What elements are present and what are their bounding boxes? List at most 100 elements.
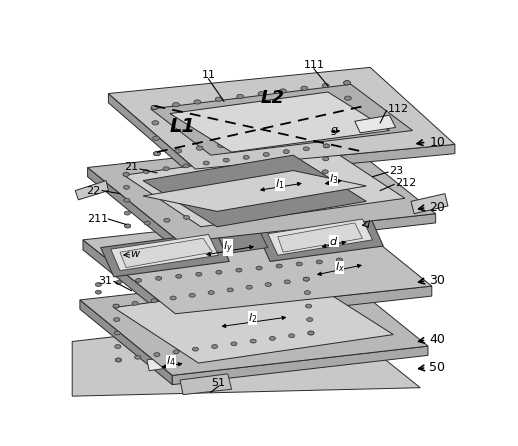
Text: L1: L1	[170, 117, 196, 136]
Polygon shape	[111, 235, 219, 271]
Ellipse shape	[173, 350, 179, 354]
Ellipse shape	[113, 304, 119, 308]
Polygon shape	[72, 312, 420, 396]
Ellipse shape	[237, 95, 243, 99]
Ellipse shape	[152, 121, 159, 125]
Polygon shape	[176, 286, 432, 325]
Ellipse shape	[263, 153, 269, 157]
Ellipse shape	[306, 304, 312, 308]
Ellipse shape	[203, 161, 209, 165]
Ellipse shape	[343, 81, 351, 85]
Polygon shape	[180, 374, 232, 395]
Ellipse shape	[303, 277, 309, 281]
Ellipse shape	[301, 86, 308, 91]
Ellipse shape	[336, 266, 342, 269]
Text: 212: 212	[396, 178, 417, 188]
Ellipse shape	[124, 198, 130, 202]
Ellipse shape	[208, 291, 214, 294]
Text: $\it{l}_2$: $\it{l}_2$	[248, 311, 257, 325]
Text: L2: L2	[261, 89, 284, 107]
Text: 22: 22	[87, 186, 100, 196]
Ellipse shape	[322, 83, 329, 87]
Text: $\it{l}_1$: $\it{l}_1$	[276, 178, 285, 191]
Text: $\it{l}_3$: $\it{l}_3$	[328, 172, 338, 186]
Ellipse shape	[321, 196, 327, 199]
Text: $\it{l}$: $\it{l}$	[366, 219, 371, 231]
Polygon shape	[216, 226, 268, 254]
Ellipse shape	[305, 291, 310, 294]
Ellipse shape	[316, 260, 322, 264]
Ellipse shape	[215, 97, 222, 101]
Polygon shape	[80, 272, 428, 376]
Text: $\it{g}$: $\it{g}$	[329, 124, 338, 136]
Ellipse shape	[280, 89, 286, 93]
Ellipse shape	[189, 293, 195, 297]
Ellipse shape	[143, 169, 149, 173]
Ellipse shape	[323, 144, 329, 148]
Text: 23: 23	[390, 165, 404, 176]
Text: $\it{l}_4$: $\it{l}_4$	[166, 355, 176, 368]
Polygon shape	[411, 194, 448, 214]
Ellipse shape	[308, 331, 314, 335]
Polygon shape	[75, 181, 108, 200]
Ellipse shape	[242, 207, 249, 211]
Ellipse shape	[218, 143, 224, 148]
Ellipse shape	[124, 224, 131, 228]
Ellipse shape	[153, 152, 161, 156]
Ellipse shape	[223, 158, 229, 162]
Ellipse shape	[231, 342, 237, 346]
Ellipse shape	[113, 318, 120, 322]
Text: 11: 11	[202, 70, 215, 80]
Text: 112: 112	[388, 104, 409, 114]
Ellipse shape	[95, 290, 102, 294]
Text: 50: 50	[429, 361, 445, 374]
Ellipse shape	[276, 264, 282, 268]
Text: 30: 30	[429, 274, 445, 287]
Ellipse shape	[303, 147, 309, 151]
Ellipse shape	[346, 127, 353, 131]
Ellipse shape	[192, 347, 198, 351]
Text: $\it{l}_x$: $\it{l}_x$	[335, 260, 344, 274]
Ellipse shape	[284, 280, 291, 284]
Ellipse shape	[154, 353, 160, 356]
Ellipse shape	[153, 152, 161, 156]
Ellipse shape	[321, 196, 327, 199]
Ellipse shape	[243, 155, 249, 159]
Ellipse shape	[151, 299, 157, 303]
Ellipse shape	[236, 268, 242, 272]
Ellipse shape	[123, 173, 129, 176]
Polygon shape	[143, 170, 366, 211]
Text: $\it{l}_y$: $\it{l}_y$	[223, 240, 233, 256]
Ellipse shape	[183, 215, 190, 219]
Polygon shape	[100, 232, 229, 277]
Ellipse shape	[116, 358, 122, 362]
Polygon shape	[143, 155, 366, 227]
Text: 21: 21	[124, 162, 138, 173]
Ellipse shape	[265, 283, 271, 286]
Polygon shape	[120, 238, 212, 268]
Polygon shape	[312, 332, 350, 349]
Text: 10: 10	[429, 136, 445, 149]
Text: 211: 211	[88, 214, 109, 224]
Ellipse shape	[325, 130, 332, 134]
Ellipse shape	[116, 281, 122, 285]
Polygon shape	[108, 67, 455, 169]
Ellipse shape	[194, 100, 201, 104]
Ellipse shape	[176, 274, 182, 278]
Ellipse shape	[322, 170, 328, 173]
Polygon shape	[195, 145, 455, 178]
Ellipse shape	[123, 173, 129, 176]
Ellipse shape	[307, 318, 313, 322]
Ellipse shape	[124, 211, 131, 215]
Ellipse shape	[170, 296, 176, 300]
Ellipse shape	[258, 91, 265, 96]
Ellipse shape	[136, 278, 141, 282]
Polygon shape	[172, 346, 428, 384]
Ellipse shape	[227, 288, 233, 292]
Polygon shape	[170, 92, 390, 152]
Ellipse shape	[155, 277, 162, 280]
Ellipse shape	[135, 355, 141, 359]
Ellipse shape	[282, 201, 288, 205]
Ellipse shape	[113, 304, 119, 308]
Ellipse shape	[211, 345, 218, 348]
